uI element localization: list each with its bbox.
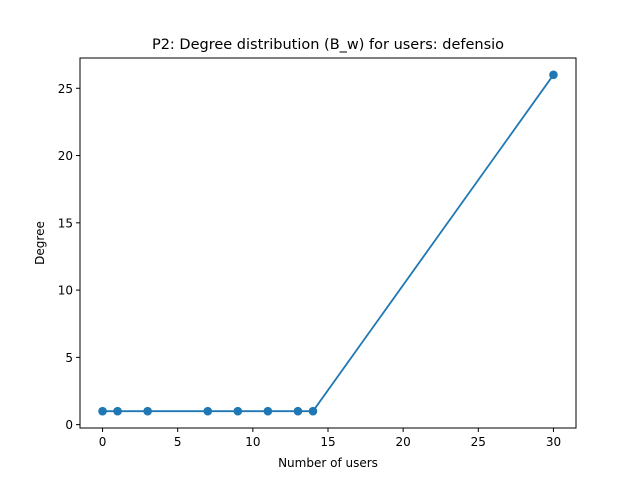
axes-frame [79,57,577,429]
chart-title: P2: Degree distribution (B_w) for users:… [152,37,504,53]
data-point [203,406,213,416]
data-point [263,406,273,416]
y-tick-label: 15 [58,216,73,230]
x-axis-label: Number of users [278,456,378,470]
y-tick-label: 0 [65,418,73,432]
axis-ticks: 0 5 10 15 20 25 30 0 5 10 15 20 25 [58,82,561,449]
data-point [549,70,558,80]
x-tick-label: 10 [245,435,260,449]
y-tick-label: 20 [58,149,73,163]
plot-area [98,70,558,416]
data-point [113,406,122,416]
data-point [143,406,152,416]
x-tick-label: 5 [174,435,182,449]
y-tick-label: 5 [65,351,73,365]
data-point [308,406,318,416]
data-point [98,406,107,416]
y-tick-label: 25 [58,82,73,96]
x-tick-label: 15 [320,435,335,449]
x-tick-label: 20 [396,435,411,449]
y-axis-label: Degree [33,221,47,265]
x-tick-label: 0 [99,435,107,449]
data-point [293,406,303,416]
x-tick-label: 30 [546,435,561,449]
y-tick-label: 10 [58,284,73,298]
x-tick-label: 25 [471,435,486,449]
data-point [233,406,243,416]
